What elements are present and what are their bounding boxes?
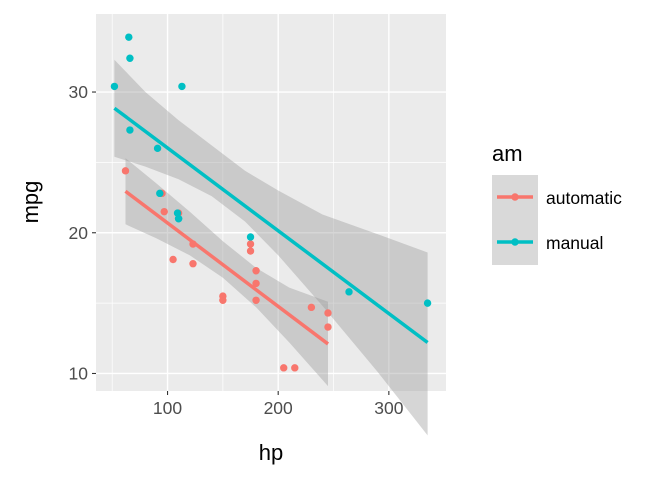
point-manual bbox=[126, 126, 134, 134]
point-manual bbox=[246, 233, 255, 241]
fit-lines bbox=[113, 106, 429, 346]
legend-label-automatic: automatic bbox=[546, 188, 622, 208]
point-manual bbox=[173, 209, 182, 217]
x-tick-label: 100 bbox=[153, 398, 182, 418]
axis-ticks bbox=[92, 91, 390, 395]
point-automatic bbox=[169, 255, 177, 264]
point-manual bbox=[174, 214, 183, 223]
point-automatic bbox=[324, 309, 332, 317]
fit-line-manual bbox=[113, 106, 429, 344]
legend-label-manual: manual bbox=[546, 233, 603, 253]
point-manual bbox=[110, 82, 119, 91]
point-manual bbox=[126, 54, 134, 62]
point-automatic bbox=[252, 296, 260, 305]
point-manual bbox=[345, 288, 353, 296]
x-axis-title: hp bbox=[259, 440, 283, 465]
point-automatic bbox=[252, 279, 260, 288]
point-automatic bbox=[291, 364, 299, 372]
point-manual bbox=[125, 33, 133, 41]
point-manual bbox=[156, 189, 164, 198]
point-automatic bbox=[246, 247, 255, 255]
point-automatic bbox=[280, 364, 288, 372]
legend-entry-automatic: automatic bbox=[492, 175, 622, 220]
point-automatic bbox=[252, 267, 260, 275]
point-automatic bbox=[121, 167, 130, 175]
y-axis-title: mpg bbox=[18, 181, 43, 224]
point-automatic bbox=[324, 323, 332, 331]
legend-point-manual bbox=[511, 238, 519, 246]
x-tick-label: 200 bbox=[264, 398, 293, 418]
point-manual bbox=[423, 299, 432, 307]
legend-entry-manual: manual bbox=[492, 220, 603, 265]
legend-point-automatic bbox=[511, 193, 519, 201]
legend: am automatic manual bbox=[492, 141, 622, 265]
point-manual bbox=[153, 144, 162, 153]
point-manual bbox=[178, 82, 186, 91]
fit-line-automatic bbox=[124, 189, 330, 346]
y-tick-label: 20 bbox=[69, 223, 89, 243]
x-tick-label: 300 bbox=[374, 398, 403, 418]
legend-title: am bbox=[492, 141, 523, 166]
grid-major bbox=[96, 14, 446, 391]
point-automatic bbox=[160, 207, 168, 216]
plot-panel bbox=[96, 14, 446, 391]
tick-labels: 100 200 300 10 20 30 bbox=[69, 82, 404, 418]
y-tick-label: 10 bbox=[69, 363, 89, 383]
confidence-band-manual bbox=[114, 59, 428, 436]
point-automatic bbox=[219, 296, 227, 305]
data-points bbox=[110, 33, 432, 372]
point-automatic bbox=[246, 240, 255, 248]
point-automatic bbox=[189, 260, 197, 268]
y-tick-label: 30 bbox=[69, 82, 89, 102]
point-automatic bbox=[307, 303, 316, 312]
